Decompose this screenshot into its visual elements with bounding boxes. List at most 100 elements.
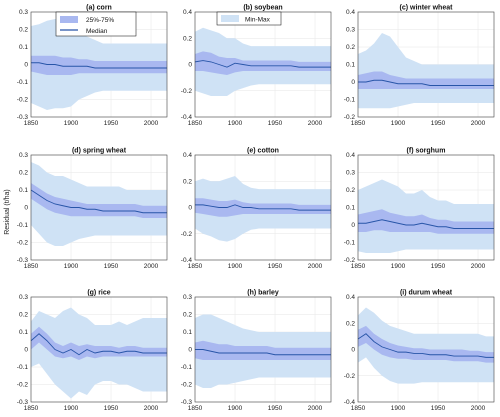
median-line	[195, 349, 331, 356]
x-tick-label: 1850	[351, 120, 366, 127]
y-tick-label: 0	[351, 79, 355, 86]
x-tick-label: 1900	[228, 263, 243, 270]
median-line	[357, 333, 494, 358]
panel-title: (a) corn	[86, 5, 112, 12]
legend-minmax-swatch	[221, 15, 239, 22]
median-line	[30, 189, 167, 214]
y-tick-label: 0.2	[346, 187, 355, 194]
iqr-band	[195, 51, 331, 75]
plot-frame	[357, 296, 495, 403]
x-tick-label: 1900	[64, 120, 79, 127]
x-tick-label: 1950	[104, 263, 119, 270]
x-tick-label: 1900	[391, 263, 406, 270]
y-tick-label: 0.1	[183, 329, 192, 336]
x-tick-label: 1900	[64, 405, 79, 412]
median-line	[30, 333, 167, 356]
y-tick-label: 0	[351, 347, 355, 354]
y-tick-label: 0	[24, 347, 28, 354]
x-tick-label: 2000	[308, 120, 323, 127]
y-tick-label: -0.2	[344, 114, 356, 121]
x-tick-label: 1850	[188, 120, 203, 127]
iqr-band	[358, 325, 494, 363]
x-tick-label: 1850	[24, 405, 39, 412]
y-tick-label: -0.2	[181, 382, 193, 389]
y-tick-label: -0.3	[17, 257, 29, 264]
legend-iqr-label: 25%-75%	[86, 17, 114, 24]
y-tick-label: 0	[188, 347, 192, 354]
y-tick-label: 0.4	[346, 9, 355, 16]
y-tick-label: -0.4	[344, 399, 356, 406]
panel-title: (g) rice	[87, 290, 110, 297]
y-tick-label: 0.4	[183, 9, 192, 16]
x-tick-label: 1950	[268, 120, 283, 127]
panel-title: (i) durum wheat	[400, 290, 453, 297]
y-tick-label: 0.2	[346, 320, 355, 327]
y-tick-label: -0.4	[181, 114, 193, 121]
plot-frame	[30, 296, 168, 403]
x-tick-label: 2000	[471, 405, 486, 412]
x-tick-label: 1900	[391, 405, 406, 412]
y-tick-label: 0.3	[19, 294, 28, 301]
y-tick-label: 0	[351, 222, 355, 229]
iqr-band	[358, 209, 494, 234]
x-tick-label: 2000	[144, 120, 159, 127]
x-tick-label: 1850	[24, 120, 39, 127]
y-tick-label: 0.2	[183, 312, 192, 319]
panel-title: (e) cotton	[247, 148, 279, 155]
y-tick-label: 0.4	[346, 294, 355, 301]
iqr-band	[31, 183, 167, 218]
x-tick-label: 2000	[471, 263, 486, 270]
median-line	[358, 79, 494, 86]
minmax-band	[358, 33, 494, 109]
y-tick-label: 0.1	[19, 187, 28, 194]
y-tick-label: 0.2	[183, 178, 192, 185]
panel-title: (f) sorghum	[407, 148, 446, 155]
plot-frame	[194, 154, 332, 261]
iqr-band	[31, 55, 167, 75]
x-tick-label: 2000	[308, 405, 323, 412]
x-tick-label: 1900	[64, 263, 79, 270]
y-tick-label: 0.1	[346, 62, 355, 69]
y-tick-label: -0.1	[181, 364, 193, 371]
panel-title: (c) winter wheat	[400, 5, 454, 12]
y-tick-label: 0.1	[346, 205, 355, 212]
x-tick-label: 2000	[144, 263, 159, 270]
y-tick-label: 0.3	[19, 152, 28, 159]
iqr-band	[358, 71, 494, 89]
panel-title: (b) soybean	[243, 5, 282, 12]
x-tick-label: 1950	[268, 405, 283, 412]
x-tick-label: 1850	[24, 263, 39, 270]
y-tick-label: -0.4	[181, 257, 193, 264]
y-tick-label: -0.3	[17, 399, 29, 406]
y-tick-label: -0.2	[17, 382, 29, 389]
plot-frame	[194, 296, 332, 403]
y-tick-label: -0.1	[17, 364, 29, 371]
y-tick-label: -0.1	[17, 79, 29, 86]
y-tick-label: 0.2	[19, 27, 28, 34]
x-tick-label: 1850	[351, 263, 366, 270]
y-tick-label: -0.2	[17, 97, 29, 104]
y-tick-label: 0	[188, 205, 192, 212]
y-tick-label: 0	[24, 205, 28, 212]
y-tick-label: 0.3	[346, 170, 355, 177]
minmax-band	[358, 307, 494, 384]
x-tick-label: 1950	[431, 120, 446, 127]
median-line	[194, 60, 331, 68]
x-tick-label: 2000	[144, 405, 159, 412]
y-tick-label: -0.3	[17, 114, 29, 121]
plot-frame	[357, 154, 495, 261]
y-axis-label: Residual (t/ha)	[4, 189, 11, 235]
y-tick-label: -0.2	[17, 240, 29, 247]
x-tick-label: 1850	[188, 263, 203, 270]
y-tick-label: -0.3	[181, 399, 193, 406]
legend-median-label: Median	[86, 28, 108, 35]
y-tick-label: 0.1	[19, 44, 28, 51]
y-tick-label: 0	[188, 62, 192, 69]
